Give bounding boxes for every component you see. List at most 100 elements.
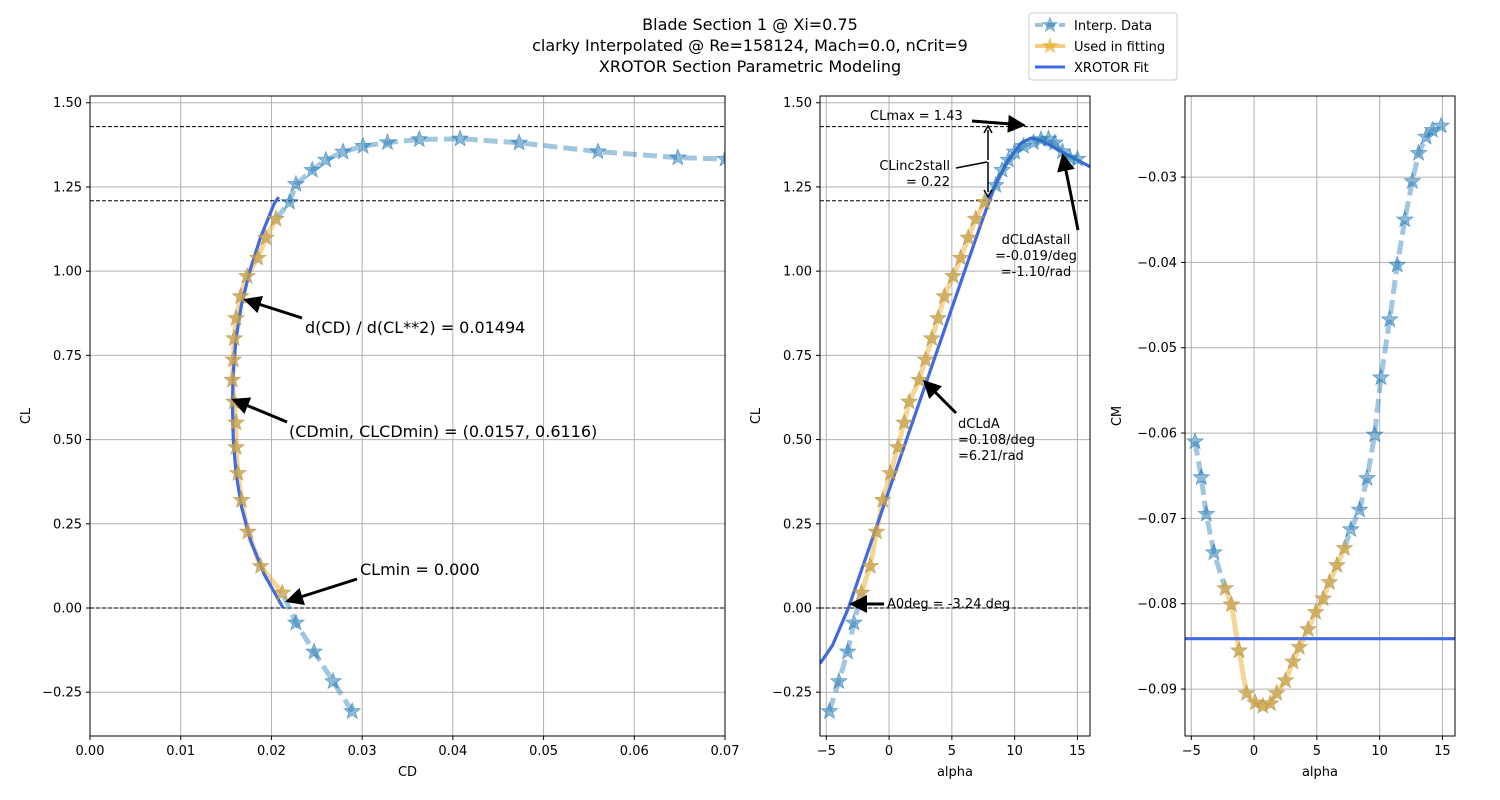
- legend-used-star-icon: [1041, 37, 1059, 54]
- used-point-1: [861, 556, 880, 575]
- legend-fit-label: XROTOR Fit: [1074, 61, 1149, 76]
- used-point-4: [881, 463, 900, 482]
- used-point-1: [251, 556, 270, 575]
- interp-point-12: [1403, 171, 1422, 190]
- x-tick-label-4: 15: [1069, 744, 1086, 759]
- arrow-clmin: [285, 577, 358, 606]
- annotation-stall-2: =-0.019/deg: [995, 249, 1077, 264]
- interp-point-4: [1341, 519, 1360, 538]
- interp-point-4: [986, 175, 1005, 194]
- used-point-7: [1267, 683, 1286, 702]
- used-point-9: [224, 350, 243, 368]
- used-point-11: [226, 308, 246, 327]
- interp-point-7: [316, 150, 336, 168]
- interp-point-11: [1395, 210, 1414, 228]
- title-line-3: XROTOR Section Parametric Modeling: [599, 57, 901, 76]
- used-point-15: [959, 228, 978, 246]
- interp-point-5: [992, 160, 1012, 178]
- interp-point-0: [342, 701, 362, 720]
- interp-point-3: [1204, 542, 1224, 561]
- annotation-stall-3: =-1.10/rad: [1001, 265, 1071, 280]
- interp-point-4: [280, 192, 299, 210]
- clinc-connector: [955, 161, 988, 169]
- figure-title: Blade Section 1 @ Xi=0.75 clarky Interpo…: [532, 15, 968, 76]
- interp-point-8: [1371, 367, 1391, 386]
- interp-point-9: [1380, 309, 1399, 328]
- x-tick-label-0: 0.00: [76, 744, 105, 759]
- used-point-15: [1327, 555, 1347, 574]
- moment-curve-marks: [1185, 116, 1455, 714]
- lift-curve-ylabel: CL: [749, 407, 764, 424]
- used-point-9: [1283, 652, 1303, 670]
- used-point-12: [231, 286, 250, 305]
- lift-curve-axes: −5 0 5 10 15 −0.25 0.00 0.25 0.50 0.75 1.00 1.25 1.5…: [749, 95, 1091, 780]
- annotation-clinc-2: = 0.22: [906, 175, 950, 190]
- interp-point-7: [1365, 425, 1384, 443]
- interp-point-1: [323, 671, 343, 690]
- annotation-dclda-2: =0.108/deg: [958, 433, 1035, 448]
- y-tick-label-0: −0.25: [772, 686, 812, 701]
- interp-point-0: [1185, 431, 1205, 450]
- lift-curve-annotations: CLmax = 1.43 CLinc2stall = 0.22 dCLdA =0…: [849, 109, 1080, 613]
- y-tick-label-2: −0.07: [1137, 512, 1177, 527]
- clinc-arrowhead-up: [983, 124, 993, 134]
- drag-polar-axes: 0.00 0.01 0.02 0.03 0.04 0.05 0.06 0.07 −0.25 0.0…: [19, 95, 739, 780]
- interp-point-15: [668, 147, 687, 166]
- legend: Interp. Data Used in fitting XROTOR Fit: [1028, 12, 1178, 81]
- y-tick-label-0: −0.09: [1137, 683, 1177, 698]
- y-tick-label-6: −0.03: [1137, 171, 1177, 186]
- annotation-dclda-3: =6.21/rad: [958, 449, 1024, 464]
- used-point-12: [1306, 602, 1325, 621]
- arrow-dcldastall: [1057, 153, 1080, 231]
- arrow-cdmin: [231, 397, 288, 424]
- drag-polar-plot-area: [90, 96, 725, 736]
- used-point-16: [1335, 538, 1354, 557]
- drag-polar-annotations: d(CD) / d(CL**2) = 0.01494 (CDmin, CLCDm…: [231, 296, 597, 606]
- interp-point-12: [1045, 133, 1065, 151]
- interp-point-11: [410, 129, 429, 148]
- lift-curve-marks: [820, 126, 1090, 720]
- used-point-1: [1222, 594, 1241, 613]
- interp-point-3: [286, 613, 306, 631]
- interp-point-5: [286, 174, 306, 193]
- y-tick-label-6: 1.25: [53, 180, 82, 195]
- annotation-clmin: CLmin = 0.000: [360, 560, 480, 579]
- y-tick-label-3: 0.50: [783, 433, 812, 448]
- drag-polar-ylabel: CL: [19, 407, 34, 424]
- interp-point-16: [1432, 116, 1451, 134]
- interp-point-5: [1350, 500, 1369, 518]
- y-tick-label-6: 1.25: [783, 180, 812, 195]
- used-point-14: [248, 248, 267, 266]
- used-point-6: [894, 413, 914, 431]
- lift-curve-plot-area: [820, 96, 1090, 736]
- used-point-6: [226, 413, 246, 431]
- used-point-8: [223, 370, 242, 388]
- annotation-a0: A0deg = -3.24 deg: [887, 597, 1010, 612]
- x-tick-label-2: 0.02: [257, 744, 286, 759]
- used-point-3: [873, 490, 892, 509]
- y-tick-label-0: −0.25: [42, 686, 82, 701]
- arrow-clmax: [971, 114, 1026, 133]
- interp-point-6: [1357, 468, 1377, 487]
- moment-curve-plot-area: [1185, 96, 1455, 736]
- used-point-8: [1276, 670, 1295, 689]
- used-point-4: [1246, 693, 1265, 711]
- used-point-9: [916, 350, 935, 368]
- interp-point-13: [509, 133, 529, 151]
- y-tick-label-2: 0.25: [53, 517, 82, 532]
- used-point-3: [232, 490, 251, 509]
- x-tick-label-3: 0.03: [348, 744, 377, 759]
- used-point-13: [237, 266, 257, 285]
- moment-curve-xlabel: alpha: [1302, 765, 1338, 780]
- moment-curve-frame: [1184, 95, 1456, 737]
- y-tick-label-7: 1.50: [53, 96, 82, 111]
- used-point-6: [1261, 693, 1280, 712]
- y-tick-label-4: 0.75: [53, 349, 82, 364]
- legend-interp-label: Interp. Data: [1074, 19, 1152, 34]
- used-point-2: [867, 522, 886, 540]
- annotation-dcd: d(CD) / d(CL**2) = 0.01494: [305, 318, 525, 337]
- y-tick-label-1: 0.00: [53, 602, 82, 617]
- annotation-clinc-1: CLinc2stall: [879, 159, 950, 174]
- used-point-12: [935, 286, 954, 305]
- y-tick-label-5: 1.00: [53, 265, 82, 280]
